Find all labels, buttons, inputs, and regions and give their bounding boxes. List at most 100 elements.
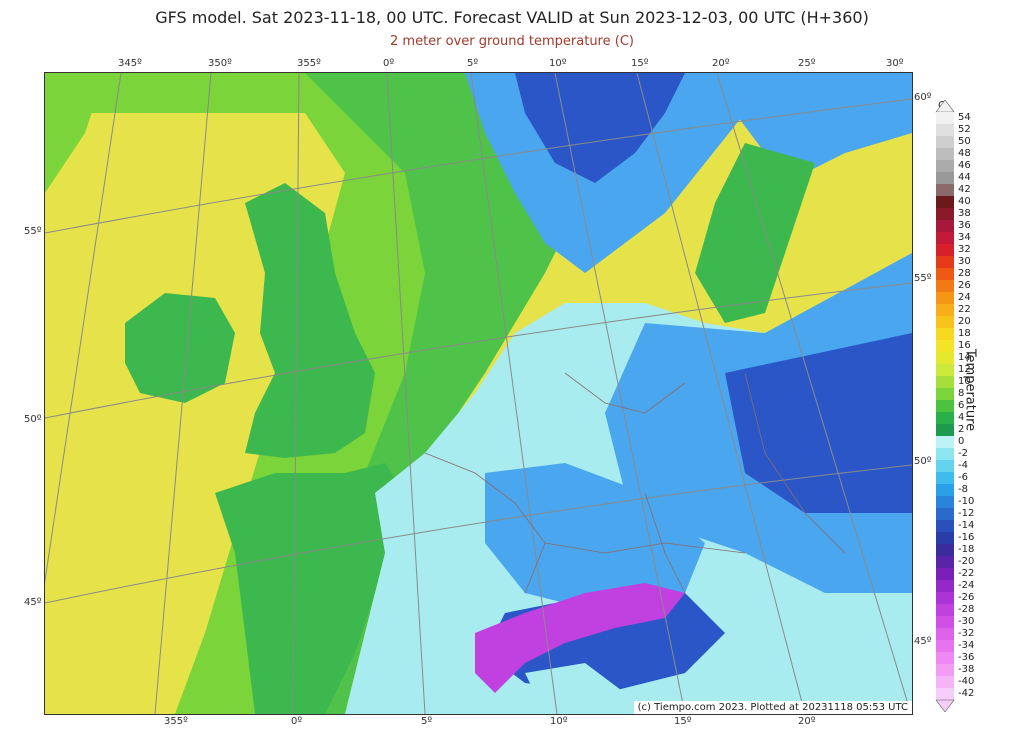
legend-label: -30 [958,616,975,627]
right-lat-label: 45º [914,636,932,647]
france-west-land [215,463,405,714]
legend-swatch [936,160,954,173]
legend-label: 6 [958,400,965,411]
legend-label: -28 [958,604,975,615]
top-lon-label: 30º [886,58,904,69]
graticule-meridian [386,73,426,714]
legend-swatch [936,604,954,617]
legend-swatch [936,496,954,509]
bottom-lon-label: 5º [421,716,433,727]
legend-swatch [936,532,954,545]
legend-label: -8 [958,484,968,495]
legend-label: -34 [958,640,975,651]
right-lat-label: 50º [914,456,932,467]
top-lon-label: 15º [631,58,649,69]
legend-swatch [936,568,954,581]
legend-swatch [936,652,954,665]
temperature-map: (c) Tiempo.com 2023. Plotted at 20231118… [44,72,913,715]
legend-label: 26 [958,280,971,291]
finland-land [695,73,912,173]
legend-label: 0 [958,436,965,447]
legend-swatch [936,184,954,197]
legend-swatch [936,448,954,461]
legend-swatch [936,544,954,557]
legend-label: -14 [958,520,975,531]
top-lon-label: 5º [467,58,479,69]
legend-label: 18 [958,328,971,339]
graticule-meridian [45,73,122,584]
legend-swatch [936,556,954,569]
legend-label: 12 [958,364,971,375]
legend-label: -6 [958,472,968,483]
legend-label: -4 [958,460,968,471]
legend-label: 8 [958,388,965,399]
top-lon-label: 10º [549,58,567,69]
legend-label: 36 [958,220,971,231]
legend-swatch [936,316,954,329]
legend-swatch [936,592,954,605]
bottom-lon-label: 10º [550,716,568,727]
legend-swatch [936,340,954,353]
legend-swatch [936,136,954,149]
legend-label: -16 [958,532,975,543]
map-subtitle: 2 meter over ground temperature (C) [390,34,634,49]
left-lat-label: 45º [24,597,42,608]
legend-label: 22 [958,304,971,315]
eastern-europe-deep [725,333,912,513]
legend-label: 44 [958,172,971,183]
border-line [644,492,686,594]
legend-label: 28 [958,268,971,279]
legend-label: 32 [958,244,971,255]
legend-swatch [936,616,954,629]
legend-swatch [936,208,954,221]
legend-label: -12 [958,508,975,519]
border-line [564,372,686,414]
legend-swatch [936,508,954,521]
legend-swatch [936,664,954,677]
legend-swatch [936,172,954,185]
legend-label: 46 [958,160,971,171]
norway-mountains [515,73,685,183]
top-lon-label: 0º [383,58,395,69]
graticule-meridian [154,73,212,714]
legend-swatch [936,112,954,125]
legend-swatch [936,580,954,593]
legend-swatch [936,400,954,413]
legend-swatch [936,388,954,401]
legend-label: -24 [958,580,975,591]
top-lon-label: 25º [798,58,816,69]
bottom-lon-label: 355º [164,716,188,727]
legend-label: 4 [958,412,965,423]
country-borders [424,372,846,594]
legend-label: 2 [958,424,965,435]
left-lat-label: 50º [24,414,42,425]
legend-swatch [936,688,954,701]
legend-label: 40 [958,196,971,207]
ocean-mild-corner [45,73,105,193]
legend-swatch [936,640,954,653]
legend-swatches [935,100,955,712]
legend-swatch [936,244,954,257]
border-line [744,372,846,554]
graticule-meridian [636,73,806,714]
legend-swatch [936,352,954,365]
legend-swatch [936,520,954,533]
legend-label: 16 [958,340,971,351]
legend-label: 38 [958,208,971,219]
legend-label: 20 [958,316,971,327]
legend-label: 14 [958,352,971,363]
legend-swatch [936,292,954,305]
bottom-lon-label: 15º [674,716,692,727]
alps-cold-core [475,583,685,693]
legend-label: -40 [958,676,975,687]
great-britain-land [245,183,375,458]
legend-label: 48 [958,148,971,159]
legend-arrow-bottom [935,699,955,712]
legend-label: -2 [958,448,968,459]
legend-label: 34 [958,232,971,243]
legend-swatch [936,472,954,485]
temperature-legend-bar [935,100,955,712]
legend-label: -22 [958,568,975,579]
ocean-mild-region [45,73,475,714]
top-lon-label: 350º [208,58,232,69]
